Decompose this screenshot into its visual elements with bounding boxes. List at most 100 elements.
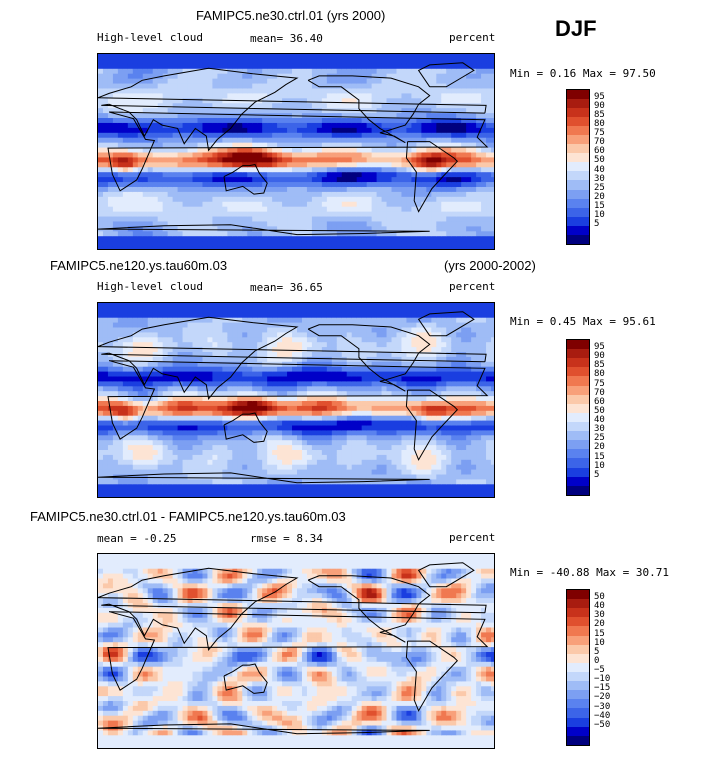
heatmap-cell bbox=[366, 68, 373, 75]
heatmap-cell bbox=[441, 226, 447, 232]
heatmap-cell bbox=[287, 157, 293, 163]
heatmap-cell bbox=[411, 216, 417, 223]
heatmap-cell bbox=[102, 327, 109, 333]
heatmap-cell bbox=[187, 211, 194, 218]
heatmap-cell bbox=[242, 317, 248, 324]
heatmap-cell bbox=[152, 147, 159, 154]
heatmap-cell bbox=[202, 386, 209, 392]
heatmap-cell bbox=[167, 347, 174, 353]
heatmap-cell bbox=[217, 54, 223, 60]
heatmap-cell bbox=[306, 352, 313, 358]
heatmap-cell bbox=[297, 332, 303, 338]
heatmap-cell bbox=[356, 103, 363, 109]
heatmap-cell bbox=[222, 322, 228, 329]
heatmap-cell bbox=[117, 317, 124, 324]
heatmap-cell bbox=[152, 73, 159, 80]
heatmap-cell bbox=[411, 206, 417, 213]
heatmap-cell bbox=[476, 147, 482, 154]
heatmap-cell bbox=[197, 366, 204, 373]
heatmap-cell bbox=[182, 54, 189, 60]
heatmap-cell bbox=[292, 157, 298, 163]
heatmap-cell bbox=[107, 246, 114, 249]
heatmap-cell bbox=[311, 68, 318, 75]
heatmap-cell bbox=[321, 177, 328, 183]
heatmap-cell bbox=[267, 489, 273, 495]
heatmap-cell bbox=[306, 494, 313, 497]
heatmap-cell bbox=[172, 162, 179, 168]
heatmap-cell bbox=[117, 479, 124, 485]
heatmap-cell bbox=[257, 401, 263, 407]
heatmap-cell bbox=[371, 246, 378, 249]
heatmap-cell bbox=[431, 172, 437, 178]
heatmap-cell bbox=[471, 73, 477, 80]
heatmap-cell bbox=[172, 401, 179, 407]
heatmap-cell bbox=[127, 307, 134, 314]
heatmap-cell bbox=[456, 172, 462, 178]
heatmap-cell bbox=[351, 201, 358, 208]
heatmap-cell bbox=[167, 73, 174, 80]
heatmap-cell bbox=[207, 474, 214, 480]
heatmap-cell bbox=[396, 127, 403, 134]
heatmap-cell bbox=[177, 221, 184, 227]
heatmap-cell bbox=[381, 54, 388, 60]
heatmap-cell bbox=[386, 182, 393, 188]
heatmap-cell bbox=[396, 132, 403, 139]
heatmap-cell bbox=[262, 337, 268, 343]
heatmap-cell bbox=[132, 177, 139, 183]
heatmap-cell bbox=[147, 435, 154, 441]
heatmap-cell bbox=[346, 122, 353, 129]
heatmap-cell bbox=[297, 157, 303, 163]
heatmap-cell bbox=[222, 206, 228, 213]
heatmap-cell bbox=[416, 88, 422, 94]
heatmap-cell bbox=[172, 142, 179, 149]
heatmap-cell bbox=[366, 172, 373, 178]
heatmap-cell bbox=[441, 98, 447, 104]
heatmap-cell bbox=[207, 137, 214, 144]
heatmap-cell bbox=[282, 484, 288, 490]
heatmap-cell bbox=[112, 479, 119, 485]
heatmap-cell bbox=[311, 152, 318, 159]
heatmap-cell bbox=[187, 405, 194, 412]
heatmap-cell bbox=[217, 484, 223, 490]
heatmap-cell bbox=[147, 241, 154, 247]
heatmap-cell bbox=[311, 191, 318, 198]
heatmap-cell bbox=[152, 459, 159, 466]
heatmap-cell bbox=[257, 381, 263, 387]
heatmap-cell bbox=[207, 78, 214, 85]
heatmap-cell bbox=[187, 420, 194, 427]
heatmap-cell bbox=[421, 93, 427, 99]
heatmap-cell bbox=[162, 201, 169, 208]
heatmap-cell bbox=[486, 83, 492, 90]
heatmap-cell bbox=[98, 405, 104, 412]
heatmap-cell bbox=[177, 216, 184, 223]
heatmap-cell bbox=[292, 435, 298, 441]
heatmap-cell bbox=[247, 73, 253, 80]
heatmap-cell bbox=[127, 147, 134, 154]
heatmap-cell bbox=[167, 191, 174, 198]
heatmap-cell bbox=[356, 118, 363, 124]
heatmap-cell bbox=[277, 78, 283, 85]
heatmap-cell bbox=[197, 88, 204, 94]
heatmap-cell bbox=[202, 78, 209, 85]
heatmap-cell bbox=[257, 371, 263, 378]
heatmap-cell bbox=[127, 216, 134, 223]
heatmap-cell bbox=[282, 386, 288, 392]
heatmap-cell bbox=[277, 108, 283, 114]
heatmap-cell bbox=[212, 420, 218, 427]
heatmap-cell bbox=[481, 231, 487, 237]
heatmap-cell bbox=[227, 172, 233, 178]
heatmap-cell bbox=[371, 186, 378, 193]
heatmap-cell bbox=[356, 221, 363, 227]
heatmap-cell bbox=[486, 142, 492, 149]
heatmap-cell bbox=[212, 396, 218, 402]
heatmap-cell bbox=[237, 386, 243, 392]
heatmap-cell bbox=[107, 118, 114, 124]
heatmap-cell bbox=[107, 58, 114, 65]
heatmap-cell bbox=[282, 371, 288, 378]
heatmap-cell bbox=[287, 147, 293, 154]
heatmap-cell bbox=[331, 162, 338, 168]
heatmap-cell bbox=[237, 221, 243, 227]
heatmap-cell bbox=[187, 435, 194, 441]
heatmap-cell bbox=[127, 303, 134, 309]
heatmap-cell bbox=[227, 147, 233, 154]
